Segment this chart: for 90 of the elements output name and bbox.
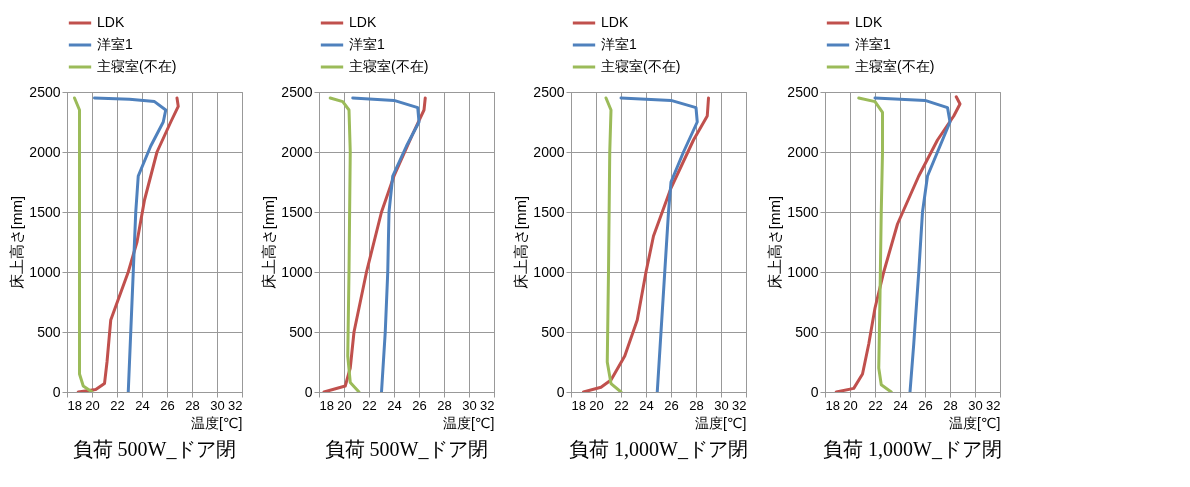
- y-tick-label: 1000: [29, 263, 61, 280]
- y-tick-label: 1000: [533, 263, 565, 280]
- legend-label: LDK: [601, 14, 629, 30]
- x-tick-label: 32: [228, 397, 243, 413]
- x-tick-label: 18: [319, 397, 334, 413]
- y-tick-label: 1500: [29, 203, 61, 220]
- y-tick-label: 1500: [787, 203, 819, 220]
- x-tick-label: 22: [868, 397, 883, 413]
- y-tick-label: 2000: [29, 143, 61, 160]
- y-tick-label: 1000: [787, 263, 819, 280]
- legend-label: 主寝室(不在): [601, 58, 681, 74]
- x-tick-label: 26: [918, 397, 933, 413]
- x-tick-label: 24: [639, 397, 654, 413]
- y-axis-title: 床上高さ[mm]: [260, 195, 278, 290]
- y-axis-title: 床上高さ[mm]: [512, 195, 530, 290]
- line-series: [73, 96, 94, 392]
- line-series: [328, 96, 361, 392]
- line-series: [604, 96, 623, 392]
- y-tick-label: 0: [810, 383, 819, 400]
- legend-label: 主寝室(不在): [349, 58, 429, 74]
- text: 負荷 1,000W_ドア閉: [823, 438, 1002, 460]
- legend-label: 洋室1: [97, 36, 133, 52]
- y-tick-label: 2000: [533, 143, 565, 160]
- y-axis-title: 床上高さ[mm]: [8, 195, 26, 290]
- y-tick-label: 0: [52, 383, 61, 400]
- y-tick-label: 2000: [281, 143, 313, 160]
- x-tick-label: 28: [437, 397, 452, 413]
- x-tick-label: 30: [462, 397, 477, 413]
- text: 負荷 500W_ドア閉: [324, 438, 489, 460]
- x-axis-title: 温度[℃]: [442, 414, 495, 431]
- x-tick-label: 24: [893, 397, 908, 413]
- x-tick-label: 20: [337, 397, 352, 413]
- x-tick-label: 20: [85, 397, 100, 413]
- y-tick-label: 1000: [281, 263, 313, 280]
- y-tick-label: 500: [37, 323, 61, 340]
- x-tick-label: 32: [986, 397, 1001, 413]
- x-tick-label: 28: [185, 397, 200, 413]
- x-tick-label: 20: [843, 397, 858, 413]
- legend-label: 洋室1: [855, 36, 891, 52]
- x-tick-label: 22: [362, 397, 377, 413]
- legend-label: 洋室1: [601, 36, 637, 52]
- legend-label: 主寝室(不在): [855, 58, 935, 74]
- y-tick-label: 500: [541, 323, 565, 340]
- x-tick-label: 30: [714, 397, 729, 413]
- line-series: [619, 96, 699, 392]
- y-tick-label: 500: [795, 323, 819, 340]
- x-tick-label: 28: [689, 397, 704, 413]
- y-tick-label: 2000: [787, 143, 819, 160]
- y-tick-label: 0: [304, 383, 313, 400]
- x-axis-title: 温度[℃]: [190, 414, 243, 431]
- legend-label: LDK: [97, 14, 125, 30]
- y-tick-label: 500: [289, 323, 313, 340]
- line-series: [93, 96, 168, 392]
- x-tick-label: 30: [210, 397, 225, 413]
- x-tick-label: 26: [664, 397, 679, 413]
- x-tick-label: 18: [825, 397, 840, 413]
- y-tick-label: 2500: [787, 83, 819, 100]
- y-tick-label: 1500: [533, 203, 565, 220]
- legend-label: LDK: [855, 14, 883, 30]
- legend-label: 洋室1: [349, 36, 385, 52]
- x-axis-title: 温度[℃]: [948, 414, 1001, 431]
- x-tick-label: 24: [387, 397, 402, 413]
- x-tick-label: 18: [67, 397, 82, 413]
- text: 負荷 500W_ドア閉: [72, 438, 237, 460]
- x-tick-label: 22: [614, 397, 629, 413]
- x-axis-title: 温度[℃]: [694, 414, 747, 431]
- x-tick-label: 32: [480, 397, 495, 413]
- y-tick-label: 0: [556, 383, 565, 400]
- legend-label: 主寝室(不在): [97, 58, 177, 74]
- x-tick-label: 28: [943, 397, 958, 413]
- y-tick-label: 2500: [281, 83, 313, 100]
- line-series: [582, 96, 710, 392]
- x-tick-label: 26: [160, 397, 175, 413]
- line-series: [351, 96, 421, 392]
- x-tick-label: 20: [589, 397, 604, 413]
- y-tick-label: 2500: [29, 83, 61, 100]
- x-tick-label: 24: [135, 397, 150, 413]
- legend-label: LDK: [349, 14, 377, 30]
- x-tick-label: 18: [571, 397, 586, 413]
- x-tick-label: 30: [968, 397, 983, 413]
- y-tick-label: 1500: [281, 203, 313, 220]
- line-series: [857, 96, 893, 392]
- x-tick-label: 22: [110, 397, 125, 413]
- line-series: [873, 96, 952, 392]
- y-axis-title: 床上高さ[mm]: [766, 195, 784, 290]
- x-tick-label: 32: [732, 397, 747, 413]
- line-series: [76, 96, 180, 392]
- text: 負荷 1,000W_ドア閉: [569, 438, 748, 460]
- y-tick-label: 2500: [533, 83, 565, 100]
- x-tick-label: 26: [412, 397, 427, 413]
